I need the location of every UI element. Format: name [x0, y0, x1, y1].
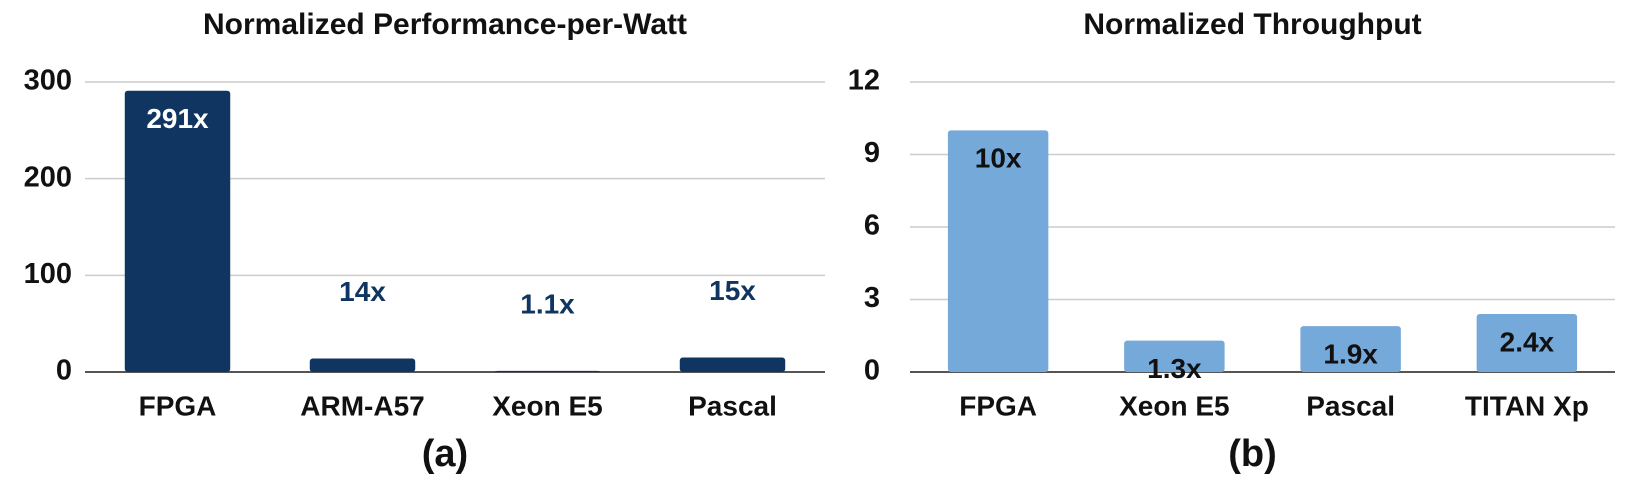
chart-title: Normalized Performance-per-Watt: [203, 8, 687, 41]
y-tick-label: 0: [56, 355, 72, 387]
value-label: 10x: [975, 143, 1022, 174]
x-tick-label: FPGA: [959, 390, 1037, 421]
bar: [679, 357, 786, 372]
bar: [1124, 340, 1225, 372]
bar: [947, 130, 1049, 372]
value-label: 14x: [339, 276, 386, 307]
value-label: 15x: [709, 275, 756, 306]
value-label: 2.4x: [1500, 326, 1555, 357]
x-tick-label: Pascal: [1306, 390, 1395, 421]
value-label: 1.3x: [1147, 353, 1202, 384]
y-tick-label: 300: [24, 65, 72, 97]
bar: [124, 90, 231, 372]
y-tick-label: 12: [848, 65, 880, 97]
x-tick-label: ARM-A57: [300, 390, 424, 421]
bar: [309, 358, 416, 372]
value-label: 291x: [146, 103, 209, 134]
chart-title: Normalized Throughput: [1083, 8, 1421, 41]
x-tick-label: Pascal: [688, 390, 777, 421]
bar: [1300, 326, 1401, 372]
caption: (a): [422, 433, 468, 475]
x-tick-label: Xeon E5: [492, 390, 602, 421]
y-tick-label: 0: [864, 355, 880, 387]
caption: (b): [1228, 433, 1277, 475]
y-tick-label: 3: [864, 282, 880, 314]
y-tick-label: 200: [24, 161, 72, 193]
y-tick-label: 100: [24, 258, 72, 290]
value-label: 1.1x: [520, 288, 575, 319]
x-tick-label: FPGA: [139, 390, 217, 421]
x-tick-label: TITAN Xp: [1465, 390, 1589, 421]
y-tick-label: 9: [864, 137, 880, 169]
bar: [1476, 314, 1578, 372]
bar: [494, 370, 601, 372]
y-tick-label: 6: [864, 210, 880, 242]
x-tick-label: Xeon E5: [1119, 390, 1229, 421]
value-label: 1.9x: [1323, 338, 1378, 369]
